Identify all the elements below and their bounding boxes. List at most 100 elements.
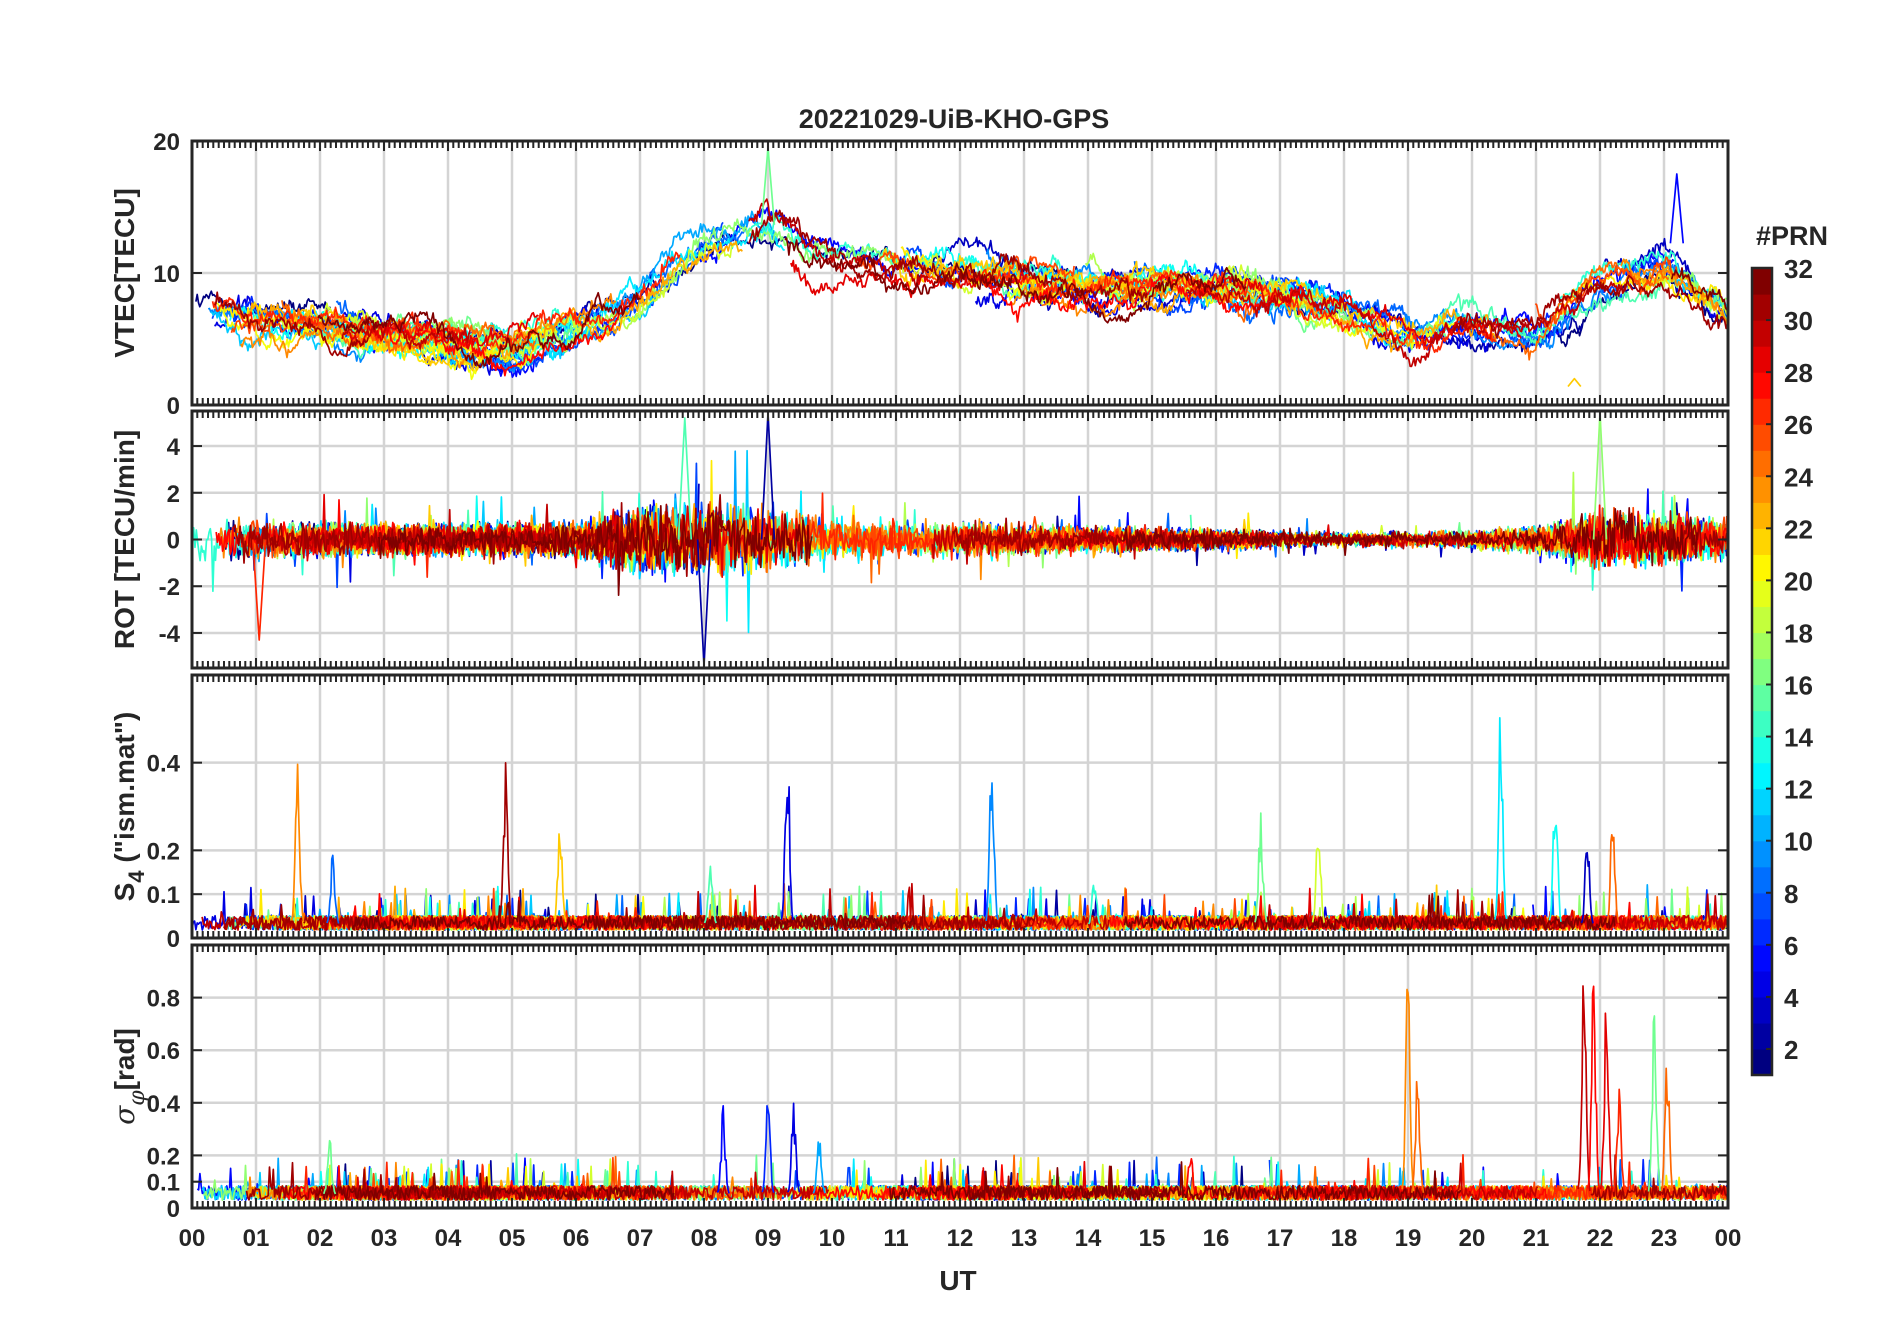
series-prn-19 bbox=[1658, 272, 1728, 320]
x-tick-label: 06 bbox=[563, 1225, 590, 1252]
colorbar-segment bbox=[1752, 970, 1772, 998]
x-axis-label: UT bbox=[939, 1265, 976, 1296]
colorbar-segment bbox=[1752, 996, 1772, 1024]
y-tick-label: 0.2 bbox=[147, 838, 180, 865]
x-tick-label: 00 bbox=[179, 1225, 206, 1252]
x-ticks-s4 bbox=[191, 675, 1729, 938]
series-spike bbox=[716, 1105, 730, 1194]
colorbar-segment bbox=[1752, 658, 1772, 686]
series-spike bbox=[1647, 1015, 1662, 1192]
x-ticks-vtec bbox=[191, 141, 1729, 405]
series-prn-31 bbox=[1590, 1154, 1728, 1201]
colorbar-tick-label: 28 bbox=[1784, 358, 1813, 388]
series-spike bbox=[1580, 851, 1594, 924]
series-spike bbox=[553, 833, 567, 923]
y-tick-label: 0.2 bbox=[147, 1143, 180, 1170]
colorbar-segment bbox=[1752, 788, 1772, 816]
x-tick-label: 13 bbox=[1011, 1225, 1038, 1252]
series-group-vtec bbox=[195, 146, 1728, 388]
colorbar-segment bbox=[1752, 840, 1772, 868]
series-spike bbox=[985, 782, 999, 921]
y-tick-label: 0.1 bbox=[147, 1170, 180, 1197]
y-axis-label-sigma_phi: σφ[rad] bbox=[108, 1028, 150, 1125]
y-tick-label: 4 bbox=[167, 434, 181, 461]
series-prn-31 bbox=[214, 291, 370, 358]
panel-vtec: 0 10 20 VTEC[TECU] bbox=[109, 129, 1730, 420]
colorbar-segment bbox=[1752, 346, 1772, 373]
series-prn-30 bbox=[1186, 281, 1634, 368]
colorbar-tick-label: 2 bbox=[1784, 1035, 1798, 1065]
series-spike bbox=[1606, 833, 1620, 923]
series-spike bbox=[1494, 716, 1508, 920]
y-axis-label-s4: S4 ("ism.mat") bbox=[109, 712, 149, 902]
series-prn-32 bbox=[888, 1161, 1462, 1201]
y-axis-label-main: S bbox=[109, 883, 140, 902]
colorbar-segment bbox=[1752, 762, 1772, 790]
series-prn-28 bbox=[1564, 504, 1728, 570]
x-tick-label: 16 bbox=[1203, 1225, 1230, 1252]
x-tick-label: 11 bbox=[883, 1225, 908, 1252]
colorbar-label: #PRN bbox=[1756, 221, 1828, 251]
colorbar-segment bbox=[1752, 268, 1772, 295]
series-extreme bbox=[251, 539, 267, 641]
colorbar-tick-label: 10 bbox=[1784, 827, 1813, 857]
x-tick-label: 04 bbox=[435, 1225, 462, 1252]
y-tick-label: 0.1 bbox=[147, 882, 180, 909]
series-prn-32 bbox=[784, 237, 1247, 324]
y-tick-label: 0 bbox=[167, 926, 180, 953]
y-tick-label: 0.4 bbox=[147, 1091, 181, 1118]
colorbar-segment bbox=[1752, 580, 1772, 608]
colorbar-segment bbox=[1752, 736, 1772, 764]
series-extreme bbox=[1669, 173, 1685, 244]
colorbar-segment bbox=[1752, 476, 1772, 503]
x-tick-label: 20 bbox=[1459, 1225, 1486, 1252]
colorbar-tick-label: 14 bbox=[1784, 723, 1813, 753]
series-spike bbox=[1599, 1012, 1614, 1191]
x-tick-label: 09 bbox=[755, 1225, 782, 1252]
series-spike bbox=[290, 763, 305, 923]
series-spike bbox=[1410, 1080, 1425, 1193]
series-spike bbox=[326, 854, 340, 924]
series-spike bbox=[1548, 824, 1562, 922]
colorbar-segment bbox=[1752, 632, 1772, 660]
y-tick-label: 20 bbox=[153, 129, 180, 156]
series-spike bbox=[1586, 985, 1601, 1190]
colorbar-tick-label: 6 bbox=[1784, 931, 1798, 961]
y-axis-label-sub: 4 bbox=[124, 870, 149, 883]
panel-rot: -4 -2 0 2 4 ROT [TECU/min] bbox=[109, 409, 1730, 670]
series-prn-26 bbox=[1534, 256, 1679, 329]
colorbar-segment bbox=[1752, 892, 1772, 920]
series-group-sigma_phi bbox=[196, 985, 1728, 1201]
series-prn-25 bbox=[281, 300, 536, 355]
colorbar-segment bbox=[1752, 1022, 1772, 1050]
colorbar-tick-label: 8 bbox=[1784, 879, 1798, 909]
x-tick-label: 07 bbox=[627, 1225, 654, 1252]
series-spike bbox=[1401, 988, 1415, 1192]
series-prn-31 bbox=[222, 903, 367, 931]
series-prn-30 bbox=[748, 198, 929, 288]
series-spike bbox=[322, 1139, 337, 1195]
series-prn-24 bbox=[240, 293, 617, 369]
colorbar-tick-label: 22 bbox=[1784, 514, 1813, 544]
colorbar-tick-label: 24 bbox=[1784, 462, 1813, 492]
x-tick-label: 21 bbox=[1523, 1225, 1550, 1252]
colorbar-segment bbox=[1752, 684, 1772, 712]
colorbar-tick-label: 26 bbox=[1784, 410, 1813, 440]
colorbar-tick-label: 32 bbox=[1784, 254, 1813, 284]
series-spike bbox=[1254, 812, 1268, 923]
panel-sigma_phi: 00.10.2 0.4 0.6 0.8 σφ[rad] 00 01 02 03 04 05 06 07 0… bbox=[108, 943, 1741, 1252]
series-prn-32 bbox=[314, 1172, 675, 1201]
series-extreme bbox=[1567, 377, 1582, 388]
series-prn-32 bbox=[351, 899, 916, 931]
x-tick-label: 17 bbox=[1267, 1225, 1294, 1252]
colorbar-segment bbox=[1752, 450, 1772, 477]
series-spike bbox=[1660, 1067, 1674, 1192]
series-prn-23 bbox=[1624, 265, 1728, 324]
series-prn-31 bbox=[748, 209, 1148, 303]
colorbar-tick-label: 4 bbox=[1784, 983, 1799, 1013]
colorbar-segment bbox=[1752, 528, 1772, 555]
y-axis-label-main: σ bbox=[108, 1105, 141, 1125]
